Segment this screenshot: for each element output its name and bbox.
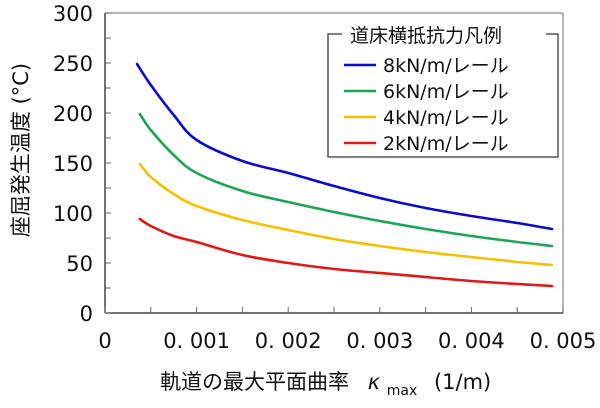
series-line-6kN [138, 112, 554, 248]
legend-title: 道床横抵抗力凡例 [350, 25, 502, 47]
legend-label: 8kN/m/レール [383, 55, 509, 77]
x-axis-symbol: κ [368, 370, 381, 394]
legend-label: 6kN/m/レール [383, 81, 509, 103]
x-tick-label: 0 [98, 329, 111, 353]
y-tick-label: 50 [66, 252, 93, 276]
x-tick-label: 0. 003 [346, 329, 413, 353]
y-axis-title: 座屈発生温度 (°C) [9, 63, 33, 237]
y-tick-label: 150 [53, 152, 93, 176]
x-tick-label: 0. 002 [255, 329, 322, 353]
series-line-8kN [135, 62, 554, 231]
x-tick-label: 0. 001 [163, 329, 230, 353]
legend: 道床横抵抗力凡例 8kN/m/レール 6kN/m/レール 4kN/m/レール 2kN/… [327, 25, 559, 158]
series-lines [135, 62, 554, 288]
y-tick-label: 200 [53, 102, 93, 126]
x-axis-unit: (1/m) [434, 370, 491, 394]
x-tick-label: 0. 004 [438, 329, 505, 353]
legend-label: 2kN/m/レール [383, 133, 509, 155]
x-axis-subscript: max [387, 383, 418, 399]
x-axis-title-text: 軌道の最大平面曲率 [160, 370, 349, 394]
x-axis-ticks: 0 0. 001 0. 002 0. 003 0. 004 0. 005 [98, 307, 596, 353]
y-tick-label: 0 [80, 302, 93, 326]
legend-label: 4kN/m/レール [383, 107, 509, 129]
y-axis-ticks: 0 50 100 150 200 250 300 [53, 2, 111, 326]
y-tick-label: 300 [53, 2, 93, 26]
x-tick-label: 0. 005 [530, 329, 597, 353]
legend-entries: 8kN/m/レール 6kN/m/レール 4kN/m/レール 2kN/m/レール [344, 55, 509, 155]
y-tick-label: 100 [53, 202, 93, 226]
x-axis-title: 軌道の最大平面曲率 κ max (1/m) [160, 370, 491, 400]
series-line-2kN [138, 217, 554, 288]
series-line-4kN [138, 162, 554, 267]
legend-frame [327, 33, 559, 158]
y-tick-label: 250 [53, 52, 93, 76]
